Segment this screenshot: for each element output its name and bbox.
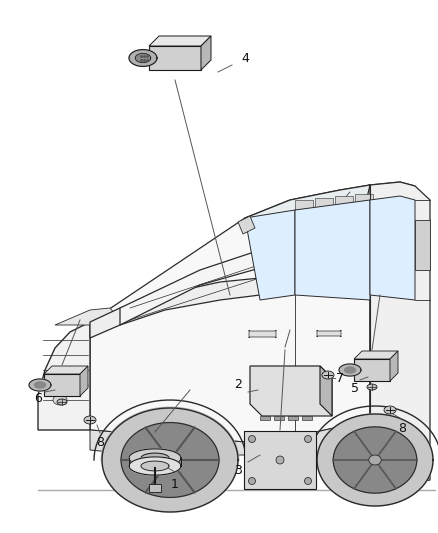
Polygon shape: [35, 382, 46, 388]
Polygon shape: [355, 194, 373, 206]
FancyBboxPatch shape: [288, 416, 298, 420]
Polygon shape: [295, 200, 313, 212]
Text: 8: 8: [398, 422, 406, 434]
Text: 7: 7: [336, 372, 344, 384]
Polygon shape: [55, 308, 120, 325]
FancyBboxPatch shape: [44, 374, 80, 396]
FancyBboxPatch shape: [317, 330, 341, 337]
Ellipse shape: [304, 478, 311, 484]
FancyBboxPatch shape: [302, 416, 312, 420]
FancyBboxPatch shape: [250, 366, 320, 404]
Polygon shape: [129, 449, 181, 467]
Polygon shape: [315, 198, 333, 210]
Polygon shape: [317, 414, 433, 506]
Ellipse shape: [276, 456, 284, 464]
FancyBboxPatch shape: [354, 359, 390, 381]
Ellipse shape: [57, 399, 67, 405]
Polygon shape: [245, 210, 295, 300]
Polygon shape: [129, 50, 157, 67]
Text: 6: 6: [34, 392, 42, 405]
Polygon shape: [295, 200, 370, 300]
Polygon shape: [44, 366, 88, 374]
Polygon shape: [90, 185, 370, 442]
Ellipse shape: [369, 455, 381, 465]
Polygon shape: [120, 232, 340, 325]
Polygon shape: [238, 216, 255, 234]
Polygon shape: [141, 461, 169, 471]
Text: 4: 4: [241, 52, 249, 64]
Polygon shape: [260, 228, 360, 292]
Ellipse shape: [384, 406, 396, 414]
FancyBboxPatch shape: [244, 431, 316, 489]
Polygon shape: [333, 427, 417, 493]
FancyBboxPatch shape: [260, 416, 270, 420]
Polygon shape: [129, 457, 181, 475]
Polygon shape: [370, 182, 430, 490]
Polygon shape: [90, 420, 370, 455]
Polygon shape: [370, 196, 415, 300]
Ellipse shape: [248, 478, 255, 484]
Text: 1: 1: [171, 479, 179, 491]
Polygon shape: [149, 36, 211, 46]
Text: 2: 2: [234, 378, 242, 392]
FancyBboxPatch shape: [149, 46, 201, 70]
Text: 3: 3: [234, 464, 242, 477]
Text: 8: 8: [96, 435, 104, 448]
Polygon shape: [390, 351, 398, 381]
Ellipse shape: [304, 435, 311, 442]
Polygon shape: [90, 278, 260, 338]
Text: 5: 5: [351, 382, 359, 394]
Polygon shape: [135, 53, 151, 62]
Bar: [415, 220, 430, 270]
Ellipse shape: [367, 384, 377, 390]
Polygon shape: [141, 453, 169, 463]
Ellipse shape: [248, 435, 255, 442]
Polygon shape: [354, 351, 398, 359]
Polygon shape: [102, 408, 238, 512]
Polygon shape: [121, 423, 219, 497]
Polygon shape: [320, 366, 332, 416]
FancyBboxPatch shape: [149, 484, 161, 492]
FancyBboxPatch shape: [249, 330, 276, 338]
Polygon shape: [250, 366, 332, 416]
FancyBboxPatch shape: [274, 416, 284, 420]
Ellipse shape: [53, 395, 67, 405]
Ellipse shape: [162, 455, 177, 466]
Polygon shape: [345, 367, 356, 373]
Polygon shape: [80, 366, 88, 396]
Ellipse shape: [322, 371, 334, 379]
Polygon shape: [335, 196, 353, 208]
Polygon shape: [245, 185, 370, 278]
Ellipse shape: [84, 416, 96, 424]
Polygon shape: [201, 36, 211, 70]
Polygon shape: [38, 322, 90, 430]
Polygon shape: [29, 379, 51, 391]
Polygon shape: [339, 364, 361, 376]
Polygon shape: [245, 182, 415, 232]
